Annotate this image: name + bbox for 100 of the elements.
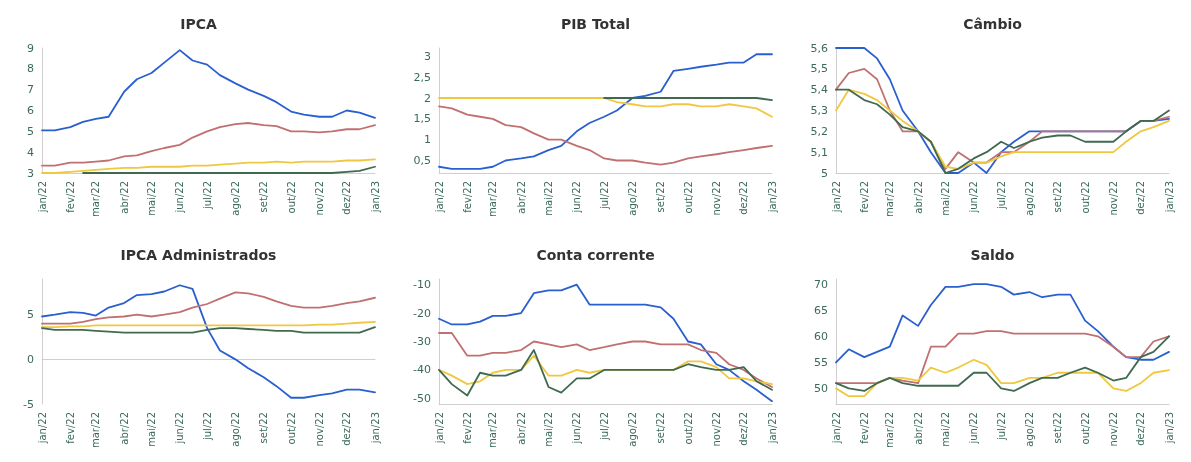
y-tick-label: 55 [814,355,828,369]
x-tick-label: jul/22 [995,412,1007,441]
x-tick-label: fev/22 [858,181,870,213]
x-tick-label: ago/22 [229,412,241,447]
x-tick-label: jan/23 [369,412,381,445]
y-tick-label: 3 [27,166,34,180]
line-series [438,349,773,397]
x-tick-label: abr/22 [912,181,924,214]
y-tick-label: 70 [814,277,828,291]
x-tick-label: mai/22 [145,181,157,216]
x-tick-label: nov/22 [313,412,325,447]
x-tick-label: fev/22 [64,412,76,444]
x-tick-label: mar/22 [487,181,499,218]
chart-title: IPCA [180,16,217,32]
x-tick-label: jul/22 [598,412,610,441]
x-tick-label: out/22 [1079,412,1091,445]
x-tick-label: dez/22 [341,181,353,215]
x-tick-label: ago/22 [1023,412,1035,447]
x-tick-label: dez/22 [1135,181,1147,215]
x-tick-label: abr/22 [515,181,527,214]
y-tick-label: 1 [424,133,431,147]
x-tick-label: fev/22 [858,412,870,444]
x-tick-label: fev/22 [461,181,473,213]
chart-title: IPCA Administrados [120,247,277,263]
x-tick-label: jan/23 [1163,412,1175,445]
line-series [82,165,376,174]
y-tick-label: -5 [23,397,34,411]
y-tick-label: 5 [821,166,828,180]
x-tick-label: out/22 [682,412,694,445]
line-series [835,283,1170,364]
x-tick-label: dez/22 [1135,412,1147,446]
y-tick-label: 65 [814,303,828,317]
x-tick-label: mar/22 [487,412,499,449]
x-tick-label: ago/22 [229,181,241,216]
x-tick-label: jan/23 [1163,181,1175,214]
y-tick-label: 0,5 [413,154,431,167]
x-tick-label: jan/22 [433,181,445,214]
y-tick-label: 5 [27,308,34,322]
x-tick-label: jan/22 [36,412,48,445]
x-tick-label: jan/22 [36,181,48,214]
x-tick-label: nov/22 [1107,181,1119,216]
y-tick-label: 2,5 [413,70,431,84]
y-tick-label: -10 [413,278,431,292]
y-tick-label: 5,5 [810,62,828,76]
x-tick-label: mar/22 [884,181,896,218]
y-tick-label: -50 [413,391,431,405]
y-tick-label: 1,5 [413,112,431,126]
x-tick-label: jun/22 [174,412,186,445]
x-tick-label: jun/22 [968,412,980,445]
x-tick-label: mar/22 [884,412,896,449]
y-tick-label: -20 [413,306,431,320]
y-tick-label: 5,1 [810,145,828,159]
y-tick-label: 5,4 [810,83,828,97]
x-tick-label: jul/22 [201,181,213,210]
y-tick-label: 9 [27,41,34,55]
x-tick-label: mai/22 [939,412,951,447]
y-tick-label: -30 [413,335,431,348]
y-tick-label: 5,2 [810,124,828,138]
x-tick-label: jun/22 [968,181,980,214]
chart-title: Câmbio [963,16,1023,32]
x-tick-label: set/22 [1052,181,1064,213]
x-tick-label: nov/22 [710,181,722,216]
x-tick-label: abr/22 [515,412,527,445]
x-tick-label: jul/22 [995,181,1007,210]
x-tick-label: jul/22 [598,181,610,210]
y-tick-label: 0 [27,352,34,366]
x-tick-label: jun/22 [571,412,583,445]
x-tick-label: fev/22 [64,181,76,213]
x-tick-label: jun/22 [174,181,186,214]
x-tick-label: mai/22 [939,181,951,216]
line-series [438,97,773,118]
line-series [835,335,1170,392]
x-tick-label: jan/23 [766,181,778,214]
y-tick-label: 50 [814,381,828,395]
y-tick-label: 4 [27,145,34,159]
x-tick-label: ago/22 [626,412,638,447]
x-tick-label: jul/22 [201,412,213,441]
line-series [438,105,773,166]
y-tick-label: 2 [424,91,431,105]
x-tick-label: abr/22 [912,412,924,445]
x-tick-label: dez/22 [341,412,353,446]
x-tick-label: set/22 [655,412,667,444]
chart-title: PIB Total [560,16,631,32]
x-tick-label: out/22 [1079,181,1091,214]
y-tick-label: 5 [27,124,34,138]
y-tick-label: 60 [814,329,828,343]
chart-title: Conta corrente [536,247,655,263]
line-series [41,284,376,399]
x-tick-label: nov/22 [313,181,325,216]
line-series [41,49,376,132]
x-tick-label: abr/22 [118,181,130,214]
x-tick-label: jan/22 [830,181,842,214]
line-series [41,291,376,325]
line-series [835,358,1170,398]
x-tick-label: mar/22 [90,412,102,449]
x-tick-label: nov/22 [710,412,722,447]
x-tick-label: jan/22 [830,412,842,445]
x-tick-label: ago/22 [626,181,638,216]
x-tick-label: fev/22 [461,412,473,444]
x-tick-label: dez/22 [738,181,750,215]
